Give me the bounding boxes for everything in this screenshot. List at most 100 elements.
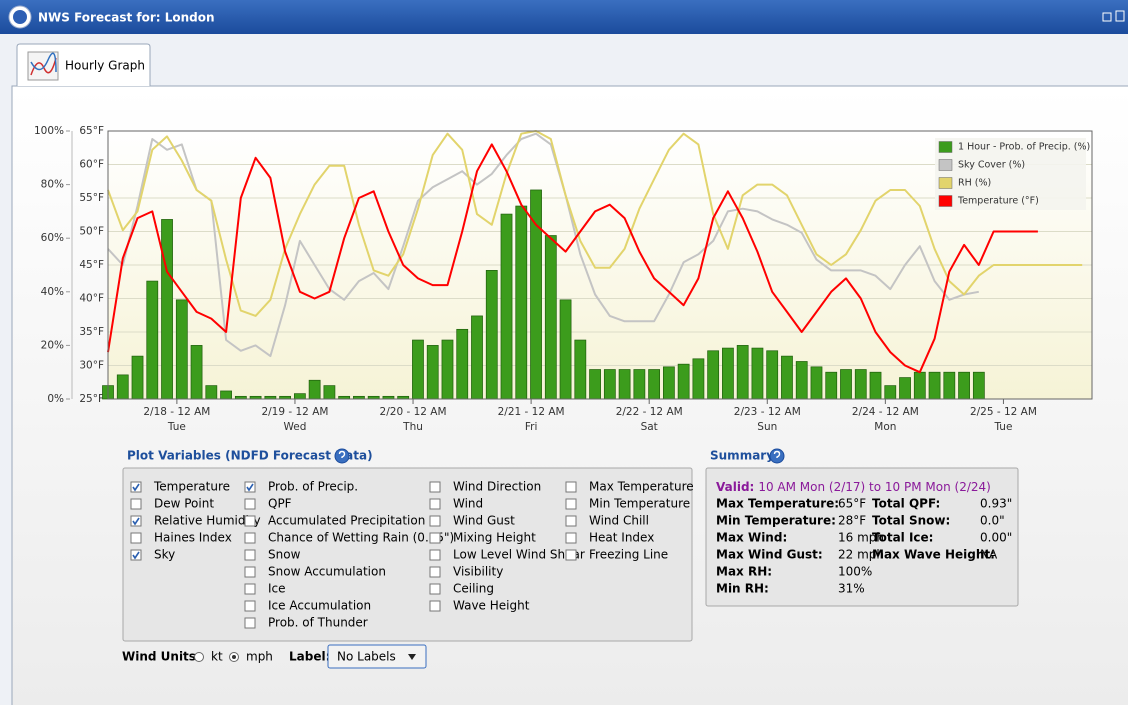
checkbox[interactable] — [429, 515, 441, 527]
radio-label[interactable]: kt — [211, 650, 223, 664]
checkbox-label[interactable]: Haines Index — [154, 531, 232, 545]
label-select[interactable] — [327, 644, 427, 669]
tab-icon-line — [30, 57, 57, 76]
precip-bar — [840, 369, 852, 400]
y-tick-label: 100% — [34, 125, 64, 137]
series-line — [107, 130, 1083, 317]
precip-bar — [677, 363, 690, 400]
y2-tick-label: 35°F — [79, 326, 104, 338]
x-tick-label: 2/18 - 12 AM — [143, 406, 210, 418]
checkbox-label[interactable]: Ice — [268, 582, 286, 596]
precip-bar — [781, 355, 793, 400]
summary-value: 0.00" — [980, 531, 1012, 545]
checkbox-label[interactable]: Wind Direction — [453, 480, 541, 494]
precip-bar — [293, 393, 306, 400]
checkbox-label[interactable]: Freezing Line — [589, 548, 668, 562]
checkbox[interactable] — [244, 481, 256, 493]
checkbox-label[interactable]: Temperature — [153, 480, 230, 494]
checkbox-label[interactable]: Ice Accumulation — [268, 599, 371, 613]
checkbox[interactable] — [244, 549, 256, 561]
checkbox-label[interactable]: Chance of Wetting Rain (0.25") — [268, 531, 454, 545]
x-tick-label: 2/20 - 12 AM — [380, 406, 447, 418]
precip-bar — [205, 385, 218, 400]
precip-bar — [559, 299, 572, 400]
checkbox-label[interactable]: Visibility — [453, 565, 503, 579]
x-tick-day: Thu — [402, 421, 423, 433]
maximize-button[interactable] — [1102, 12, 1112, 22]
checkbox-label[interactable]: Snow Accumulation — [268, 565, 386, 579]
precip-bar — [751, 347, 764, 400]
checkbox[interactable] — [244, 566, 256, 578]
checkbox-label[interactable]: Prob. of Thunder — [268, 616, 368, 630]
x-tick-label: 2/19 - 12 AM — [261, 406, 328, 418]
checkbox-label[interactable]: Wind — [453, 497, 483, 511]
precip-bar — [175, 299, 188, 400]
checkbox-label[interactable]: Ceiling — [453, 582, 494, 596]
precip-bar — [618, 369, 631, 400]
checkbox[interactable] — [244, 532, 256, 544]
summary-label: Min Temperature: — [716, 514, 836, 528]
checkbox-label[interactable]: Wave Height — [453, 599, 530, 613]
checkbox[interactable] — [244, 498, 256, 510]
checkbox[interactable] — [429, 549, 441, 561]
checkbox[interactable] — [565, 515, 577, 527]
summary-panel — [705, 467, 1019, 607]
precip-bar — [161, 219, 173, 400]
checkbox-label[interactable]: Low Level Wind Shear — [453, 548, 585, 562]
close-button[interactable] — [1115, 10, 1125, 22]
checkbox[interactable] — [244, 515, 256, 527]
checkbox-label[interactable]: Heat Index — [589, 531, 654, 545]
checkbox[interactable] — [130, 532, 142, 544]
precip-bar — [190, 345, 203, 400]
checkbox[interactable] — [429, 600, 441, 612]
window-title: NWS Forecast for: London — [38, 11, 215, 25]
checkbox-label[interactable]: Wind Gust — [453, 514, 515, 528]
checkbox[interactable] — [429, 566, 441, 578]
x-tick-day: Sun — [757, 421, 777, 433]
valid-text: Valid: 10 AM Mon (2/17) to 10 PM Mon (2/2… — [716, 480, 991, 494]
checkbox-label[interactable]: Prob. of Precip. — [268, 480, 358, 494]
precip-bar — [958, 371, 970, 400]
checkbox[interactable] — [244, 583, 256, 595]
checkbox[interactable] — [429, 481, 441, 493]
checkbox[interactable] — [565, 549, 577, 561]
precip-bar — [456, 328, 469, 400]
checkbox[interactable] — [429, 532, 441, 544]
help-mark — [773, 450, 781, 458]
checkbox[interactable] — [130, 549, 142, 561]
help-icon[interactable] — [334, 448, 350, 464]
y2-tick-label: 55°F — [79, 192, 104, 204]
checkbox-label[interactable]: QPF — [268, 497, 292, 511]
summary-value: 0.0" — [980, 514, 1005, 528]
checkbox-label[interactable]: Max Temperature — [589, 480, 694, 494]
checkbox[interactable] — [565, 498, 577, 510]
checkbox[interactable] — [565, 532, 577, 544]
y-tick-label: 40% — [41, 286, 64, 298]
checkbox-label[interactable]: Relative Humidity — [154, 514, 261, 528]
checkbox[interactable] — [130, 515, 142, 527]
x-tick-day: Tue — [993, 421, 1012, 433]
checkbox[interactable] — [130, 498, 142, 510]
checkbox-label[interactable]: Snow — [268, 548, 301, 562]
controls: Plot Variables (NDFD Forecast Data) Tempe… — [122, 448, 1019, 669]
checkbox[interactable] — [429, 583, 441, 595]
checkbox-label[interactable]: Accumulated Precipitation — [268, 514, 425, 528]
radio[interactable] — [194, 652, 204, 662]
tab-label[interactable]: Hourly Graph — [65, 59, 145, 73]
checkbox-label[interactable]: Wind Chill — [589, 514, 649, 528]
precip-bar — [825, 371, 838, 400]
checkbox[interactable] — [244, 600, 256, 612]
checkbox[interactable] — [565, 481, 577, 493]
checkmark — [132, 551, 140, 560]
checkbox-label[interactable]: Sky — [154, 548, 175, 562]
radio-label[interactable]: mph — [246, 650, 273, 664]
label-select-value[interactable]: No Labels — [337, 650, 396, 664]
checkbox[interactable] — [244, 617, 256, 629]
checkbox[interactable] — [429, 498, 441, 510]
checkbox-label[interactable]: Min Temperature — [589, 497, 690, 511]
help-icon[interactable] — [769, 448, 785, 464]
checkbox-label[interactable]: Mixing Height — [453, 531, 536, 545]
checkbox-label[interactable]: Dew Point — [154, 497, 214, 511]
checkbox[interactable] — [130, 481, 142, 493]
